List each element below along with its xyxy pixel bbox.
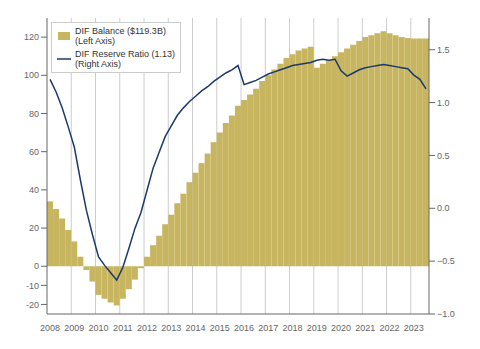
svg-text:2010: 2010 <box>89 323 109 333</box>
svg-text:2009: 2009 <box>64 323 84 333</box>
svg-text:0.0: 0.0 <box>437 203 450 213</box>
svg-text:2014: 2014 <box>186 323 206 333</box>
svg-text:40: 40 <box>29 185 39 195</box>
svg-text:2019: 2019 <box>307 323 327 333</box>
html-text:DIF Balance ($119.3B): DIF Balance ($119.3B) <box>75 26 166 36</box>
svg-text:−1.0: −1.0 <box>437 309 455 319</box>
svg-text:2013: 2013 <box>161 323 181 333</box>
html-text:(Left Axis): (Left Axis) <box>75 36 115 46</box>
svg-text:80: 80 <box>29 109 39 119</box>
html-text:(Right Axis): (Right Axis) <box>75 59 121 69</box>
svg-text:2008: 2008 <box>40 323 60 333</box>
svg-text:2016: 2016 <box>234 323 254 333</box>
svg-text:-20: -20 <box>26 300 39 310</box>
svg-text:2023: 2023 <box>404 323 424 333</box>
svg-text:−0.5: −0.5 <box>437 256 455 266</box>
svg-text:-10: -10 <box>26 281 39 291</box>
html-text:DIF Reserve Ratio (1.13): DIF Reserve Ratio (1.13) <box>75 49 175 59</box>
svg-text:2017: 2017 <box>258 323 278 333</box>
svg-text:1.5: 1.5 <box>437 45 450 55</box>
svg-text:2015: 2015 <box>210 323 230 333</box>
svg-text:2011: 2011 <box>113 323 132 333</box>
svg-text:20: 20 <box>29 223 39 233</box>
svg-text:2020: 2020 <box>331 323 351 333</box>
svg-text:120: 120 <box>24 32 39 42</box>
svg-text:2018: 2018 <box>283 323 303 333</box>
svg-text:60: 60 <box>29 147 39 157</box>
svg-text:1.0: 1.0 <box>437 98 450 108</box>
svg-text:0.5: 0.5 <box>437 151 450 161</box>
svg-text:100: 100 <box>24 70 39 80</box>
svg-text:2012: 2012 <box>137 323 157 333</box>
svg-text:2021: 2021 <box>355 323 375 333</box>
svg-text:0: 0 <box>34 261 39 271</box>
svg-text:2022: 2022 <box>380 323 400 333</box>
